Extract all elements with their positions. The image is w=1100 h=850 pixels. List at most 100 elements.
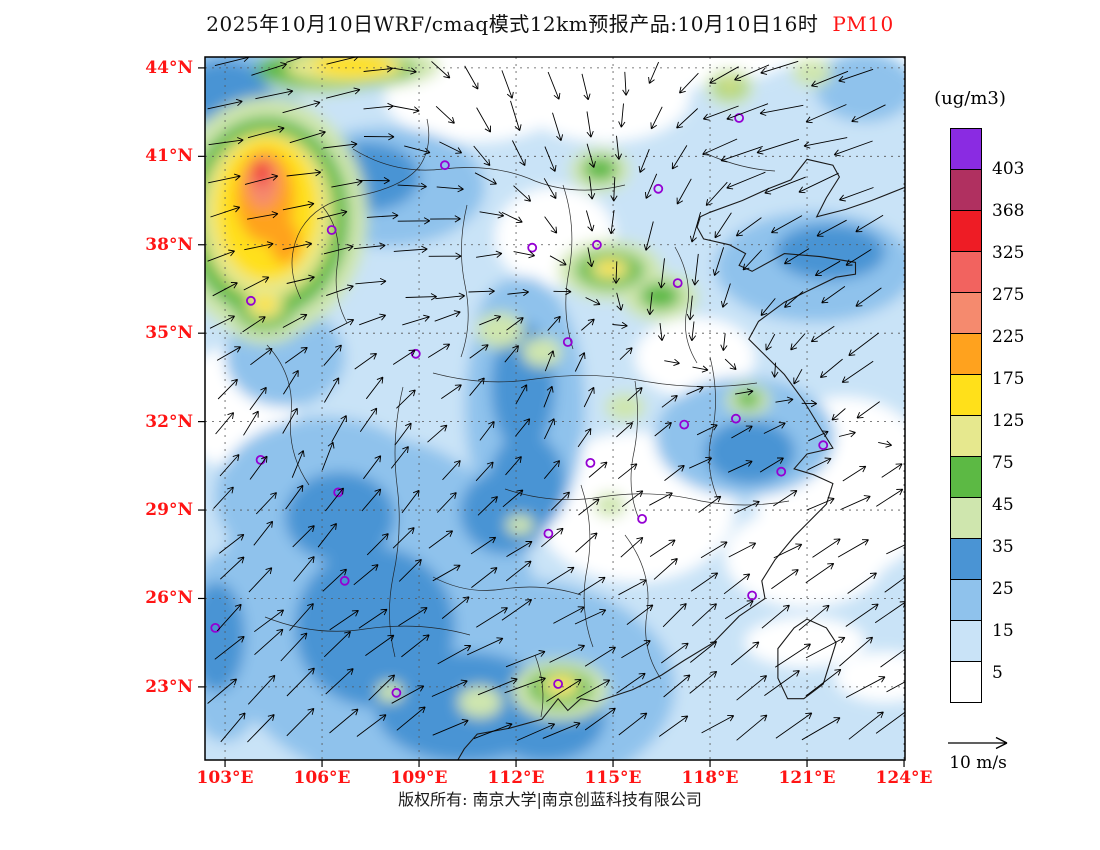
wind-arrow (474, 172, 497, 185)
wind-arrow (730, 641, 760, 666)
wind-arrow (507, 288, 529, 297)
wind-arrow (249, 455, 268, 480)
wind-arrow (208, 137, 244, 146)
wind-arrow (622, 71, 630, 96)
wind-arrow (286, 274, 315, 284)
colorbar-tick-label: 35 (992, 537, 1014, 557)
city-marker (553, 679, 564, 689)
wind-arrow (773, 543, 803, 559)
city-marker (731, 413, 741, 424)
wind-arrow (839, 636, 874, 667)
wind-arrow (676, 108, 699, 129)
wind-arrow (543, 418, 556, 440)
province-border-path (432, 576, 582, 596)
wind-arrow (805, 668, 842, 697)
wind-arrow (283, 370, 299, 395)
wind-arrow (771, 569, 799, 590)
wind-arrow (392, 349, 416, 365)
wind-arrow (621, 490, 644, 508)
wind-arrow (584, 707, 616, 731)
province-border-path (674, 246, 698, 364)
wind-arrow (608, 209, 616, 235)
city-marker (210, 623, 221, 633)
wind-arrow (390, 67, 417, 75)
wind-arrow (653, 558, 678, 580)
wind-arrow (701, 714, 735, 734)
wind-arrow (280, 632, 308, 662)
wind-arrow (700, 541, 728, 559)
wind-arrow (880, 648, 905, 668)
wind-arrow (355, 277, 387, 286)
wind-arrow (323, 344, 342, 366)
wind-arrow (736, 714, 768, 741)
wind-arrow (207, 678, 238, 704)
wind-arrow (210, 205, 241, 218)
wind-arrow (396, 706, 426, 731)
wind-arrow (511, 140, 526, 166)
wind-arrow (253, 520, 274, 546)
wind-arrow (321, 441, 335, 471)
wind-arrow (709, 66, 739, 84)
wind-arrow (876, 488, 904, 507)
wind-arrow (784, 291, 804, 308)
wind-arrow (784, 248, 810, 265)
wind-arrow (553, 287, 572, 296)
wind-arrow (806, 497, 835, 511)
wind-arrow (808, 430, 829, 442)
city-marker (326, 225, 337, 235)
wind-arrow (216, 346, 242, 361)
city-marker (747, 590, 757, 601)
wind-arrow (661, 642, 689, 664)
province-border-path (624, 534, 662, 680)
wind-vector-layer (207, 57, 905, 743)
wind-arrow (851, 104, 886, 123)
wind-arrow (842, 465, 867, 482)
wind-arrow (428, 252, 462, 260)
wind-arrow (513, 185, 532, 202)
wind-arrow (282, 100, 321, 114)
wind-arrow (547, 315, 561, 331)
wind-arrow (475, 461, 494, 482)
colorbar (950, 128, 982, 703)
wind-arrow (774, 643, 811, 668)
wind-arrow (292, 525, 315, 548)
wind-arrow (213, 486, 234, 509)
wind-arrow (689, 211, 702, 243)
wind-arrow (839, 187, 874, 202)
lon-axis-label: 118°E (681, 768, 739, 788)
wind-arrow (587, 176, 596, 200)
wind-arrow (254, 628, 284, 656)
wind-arrow (324, 377, 340, 403)
wind-arrow (291, 450, 305, 478)
wind-arrow (217, 378, 238, 400)
province-border-path (630, 380, 640, 520)
wind-arrow (712, 247, 725, 276)
wind-legend-arrow-icon (948, 736, 1008, 750)
wind-arrow (886, 544, 905, 555)
province-border-path (291, 118, 430, 300)
wind-arrow (618, 712, 648, 736)
wind-arrow (515, 418, 531, 437)
forecast-map (198, 56, 906, 767)
colorbar-tick-label: 403 (992, 159, 1025, 179)
wind-arrow (365, 376, 384, 400)
wind-arrow (764, 176, 806, 195)
wind-arrow (404, 145, 431, 155)
wind-arrow (289, 603, 314, 631)
wind-arrow (638, 149, 650, 173)
colorbar-tick-label: 225 (992, 327, 1025, 347)
colorbar-cell (950, 456, 982, 498)
chart-title-species: PM10 (832, 12, 894, 36)
wind-arrow (476, 107, 491, 133)
wind-arrow (765, 333, 776, 351)
colorbar-cell (950, 128, 982, 170)
wind-arrow (798, 604, 830, 631)
wind-arrow (359, 313, 387, 326)
chart-title-main: 2025年10月10日WRF/cmaq模式12km预报产品:10月10日16时 (206, 12, 819, 36)
wind-arrow (691, 253, 699, 286)
wind-arrow (219, 454, 240, 477)
wind-arrow (585, 297, 601, 306)
wind-arrow (325, 668, 354, 695)
wind-arrow (428, 530, 454, 549)
wind-arrow (468, 287, 495, 295)
